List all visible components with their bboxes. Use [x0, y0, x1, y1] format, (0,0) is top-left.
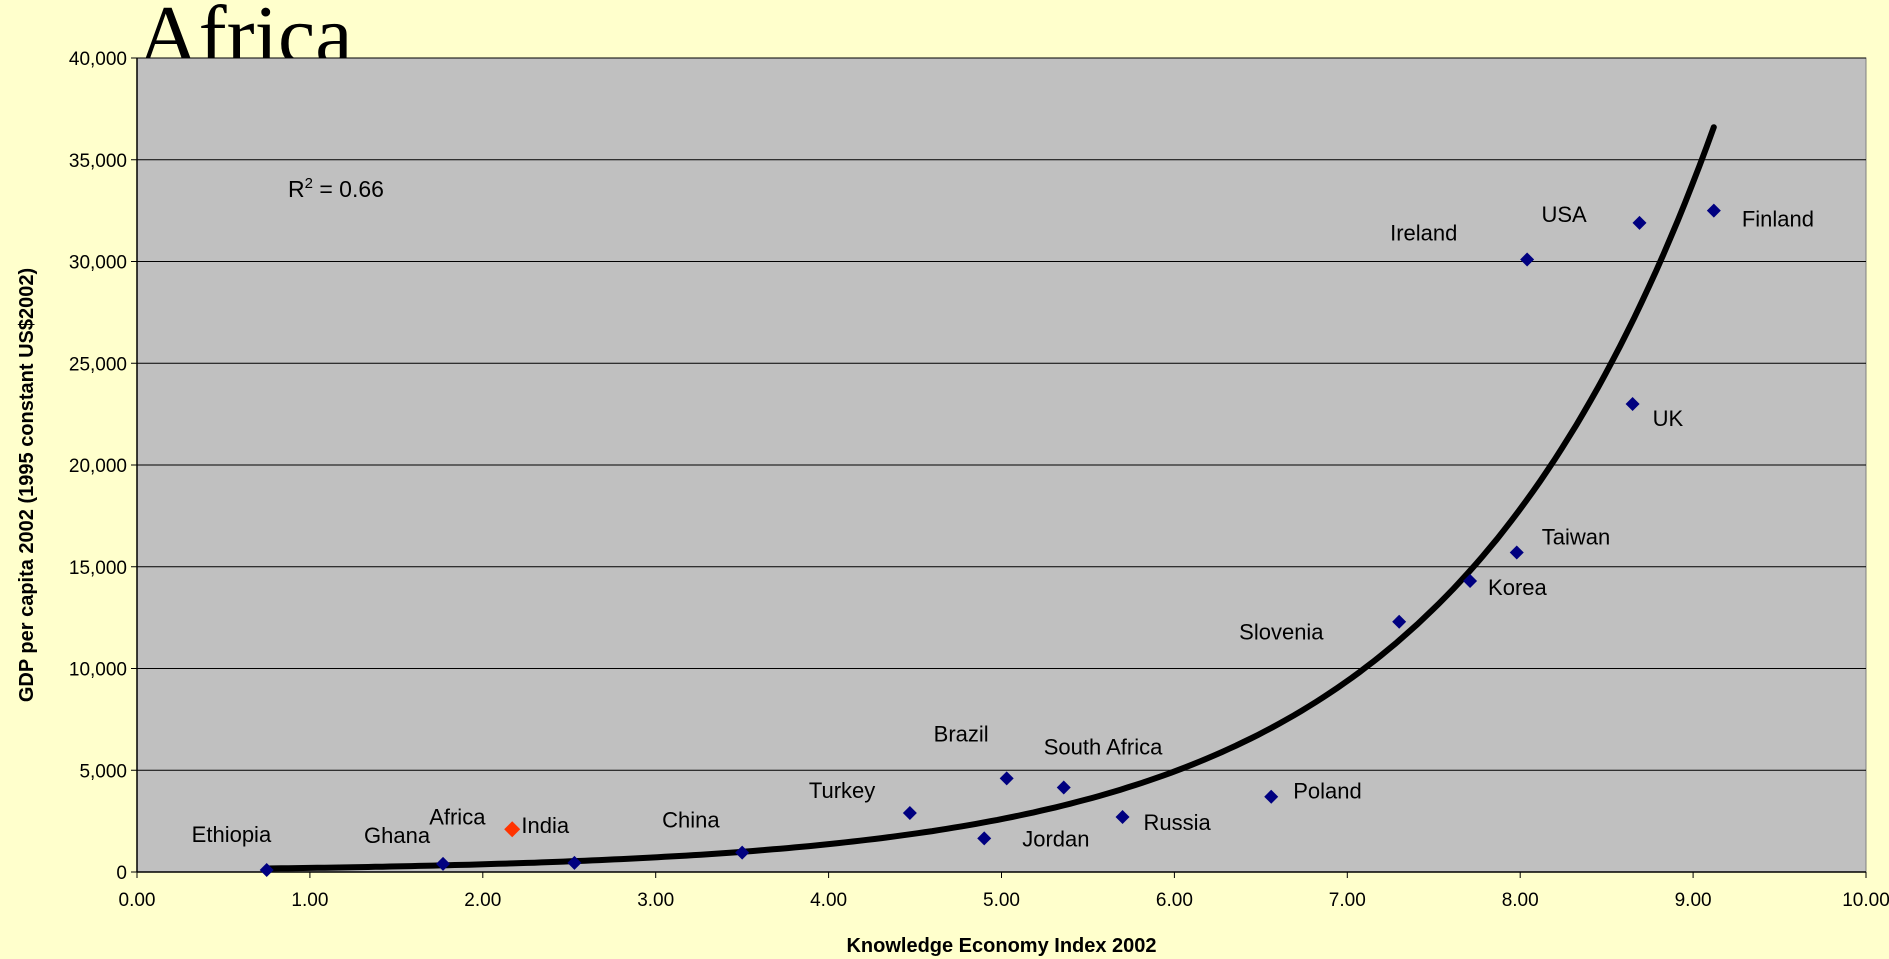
y-axis-ticks: 0 5,000 10,000 15,000 20,000 25,000 30,000 35,0…: [69, 49, 127, 884]
data-point: [259, 862, 274, 877]
x-axis-ticks: 0.00 1.00 2.00 3.00 4.00 5.00 6.00 7.00 8.00 9.00…: [119, 890, 1889, 911]
data-point: [1463, 573, 1478, 588]
point-label: Korea: [1488, 575, 1547, 600]
x-tick-label: 3.00: [637, 890, 674, 911]
y-tick-label: 40,000: [69, 49, 127, 70]
data-point: [977, 831, 992, 846]
data-point: [1520, 252, 1535, 267]
point-label: Ireland: [1390, 220, 1457, 245]
y-tick-label: 35,000: [69, 151, 127, 172]
x-tick-label: 2.00: [464, 890, 501, 911]
point-label: Turkey: [809, 778, 875, 803]
x-tick-label: 4.00: [810, 890, 847, 911]
point-label: Ghana: [364, 823, 431, 848]
x-tick-label: 0.00: [119, 890, 156, 911]
data-point: [902, 805, 917, 820]
y-tick-label: 30,000: [69, 253, 127, 274]
data-point: [1625, 396, 1640, 411]
data-point: [567, 855, 582, 870]
y-tick-label: 5,000: [79, 761, 127, 782]
x-tick-label: 7.00: [1329, 890, 1366, 911]
point-label: Russia: [1144, 810, 1212, 835]
point-label: Jordan: [1022, 826, 1089, 851]
data-points: [259, 203, 1721, 877]
data-point: [1056, 780, 1071, 795]
point-label: Taiwan: [1542, 525, 1610, 550]
y-tick-label: 25,000: [69, 354, 127, 375]
data-point: [999, 771, 1014, 786]
data-point: [1115, 810, 1130, 825]
data-point: [1264, 789, 1279, 804]
data-point: [1632, 215, 1647, 230]
point-label: South Africa: [1044, 735, 1163, 760]
point-label: India: [521, 813, 569, 838]
point-label: China: [662, 808, 720, 833]
x-tick-label: 10.00: [1842, 890, 1889, 911]
point-label: Finland: [1742, 207, 1814, 232]
x-tick-label: 6.00: [1156, 890, 1193, 911]
point-label: Slovenia: [1239, 620, 1324, 645]
data-point: [436, 856, 451, 871]
highlight-point: [504, 821, 521, 838]
x-axis-title: Knowledge Economy Index 2002: [846, 935, 1156, 957]
gridlines: [137, 57, 1866, 771]
point-label: Ethiopia: [192, 822, 272, 847]
x-tick-label: 9.00: [1675, 890, 1712, 911]
point-label: USA: [1542, 202, 1588, 227]
x-tick-label: 1.00: [291, 890, 328, 911]
y-tick-label: 0: [116, 863, 127, 884]
x-tick-label: 5.00: [983, 890, 1020, 911]
y-tick-label: 15,000: [69, 558, 127, 579]
point-label: Brazil: [934, 721, 989, 746]
y-tick-label: 20,000: [69, 456, 127, 477]
data-point: [735, 845, 750, 860]
y-axis-title: GDP per capita 2002 (1995 constant US$20…: [16, 268, 38, 702]
axes: [131, 57, 1867, 878]
y-tick-label: 10,000: [69, 660, 127, 681]
highlight-point-label: Africa: [429, 804, 486, 829]
data-point: [1509, 545, 1524, 560]
x-tick-label: 8.00: [1502, 890, 1539, 911]
trendline: [263, 124, 1717, 872]
point-label: UK: [1653, 406, 1684, 431]
data-point: [1392, 614, 1407, 629]
r-squared-annotation: R2 = 0.66: [288, 175, 384, 202]
point-labels: Ethiopia Ghana India China Turkey Jordan Brazi…: [192, 202, 1814, 852]
data-point: [1706, 203, 1721, 218]
point-label: Poland: [1293, 779, 1362, 804]
